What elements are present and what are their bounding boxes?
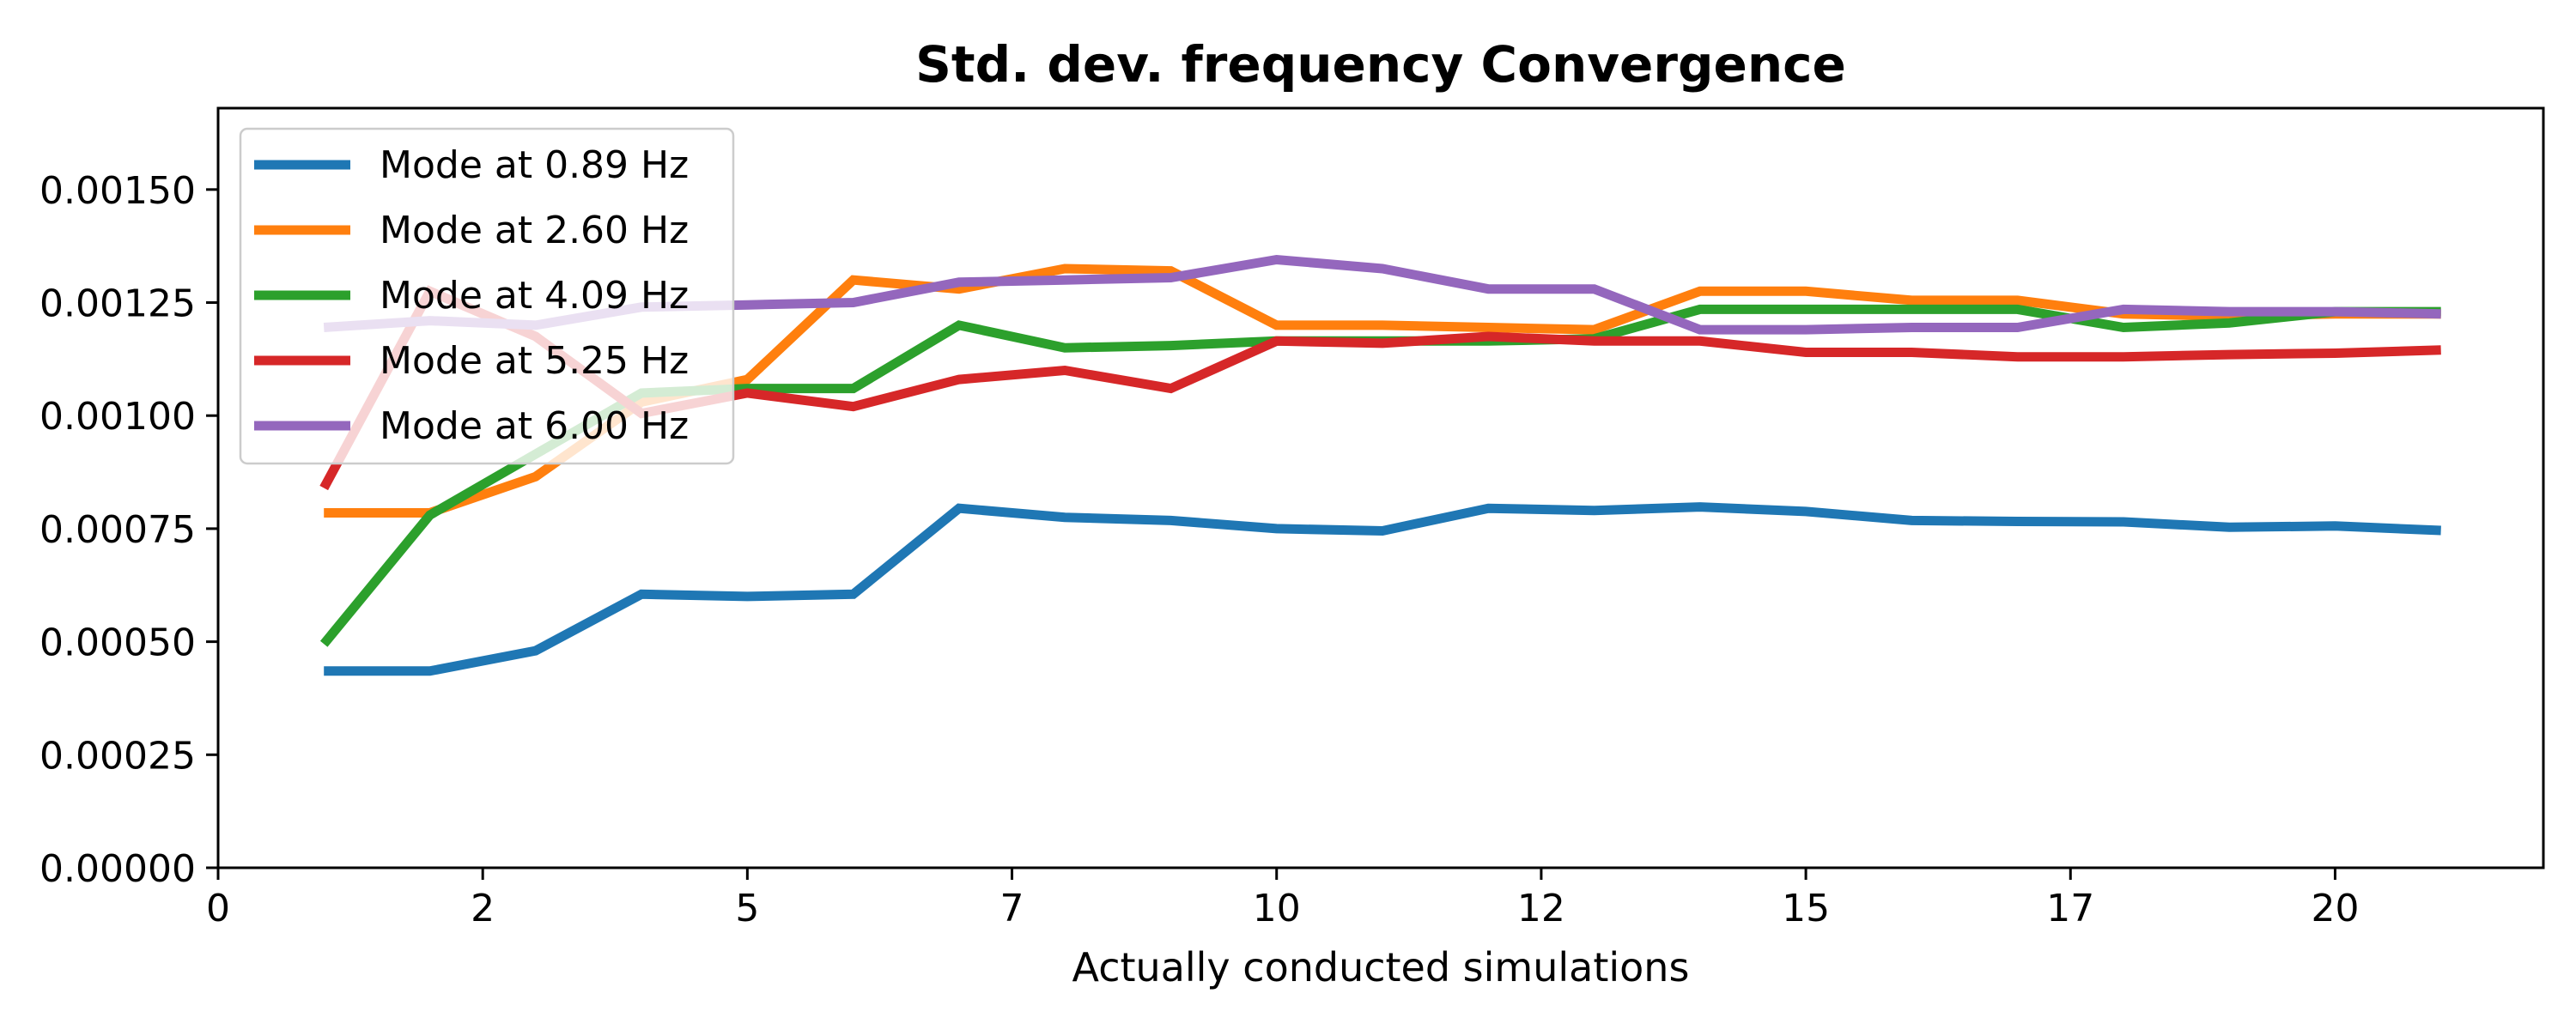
x-axis-label: Actually conducted simulations	[1072, 944, 1690, 991]
x-tick-label: 12	[1517, 887, 1565, 930]
x-tick-label: 20	[2311, 887, 2359, 930]
legend-label: Mode at 0.89 Hz	[380, 143, 689, 187]
legend: Mode at 0.89 Hz Mode at 2.60 Hz Mode at 4.…	[239, 127, 735, 465]
legend-label: Mode at 2.60 Hz	[380, 209, 689, 252]
x-axis: 0 2 5 7 10 12 15 17 20	[206, 868, 2359, 930]
y-tick-label: 0.00050	[39, 621, 196, 665]
y-tick-label: 0.00125	[39, 282, 196, 326]
legend-label: Mode at 6.00 Hz	[380, 404, 689, 448]
x-tick-label: 15	[1782, 887, 1830, 930]
x-tick-label: 17	[2046, 887, 2094, 930]
y-tick-label: 0.00000	[39, 847, 196, 891]
y-tick-label: 0.00025	[39, 734, 196, 778]
x-tick-label: 5	[735, 887, 759, 930]
legend-box	[239, 127, 735, 465]
plot-frame	[216, 106, 2545, 869]
y-axis: 0.00000 0.00025 0.00050 0.00075 0.00100 0.001…	[39, 169, 218, 891]
x-tick-label: 10	[1253, 887, 1301, 930]
chart-title: Std. dev. frequency Convergence	[915, 35, 1846, 94]
y-tick-label: 0.00100	[39, 395, 196, 439]
x-tick-label: 0	[206, 887, 230, 930]
legend-label: Mode at 4.09 Hz	[380, 274, 689, 318]
x-tick-label: 2	[471, 887, 495, 930]
y-tick-label: 0.00150	[39, 169, 196, 213]
x-tick-label: 7	[1000, 887, 1024, 930]
legend-label: Mode at 5.25 Hz	[380, 339, 689, 383]
series-line-1	[324, 502, 2441, 676]
y-tick-label: 0.00075	[39, 508, 196, 552]
